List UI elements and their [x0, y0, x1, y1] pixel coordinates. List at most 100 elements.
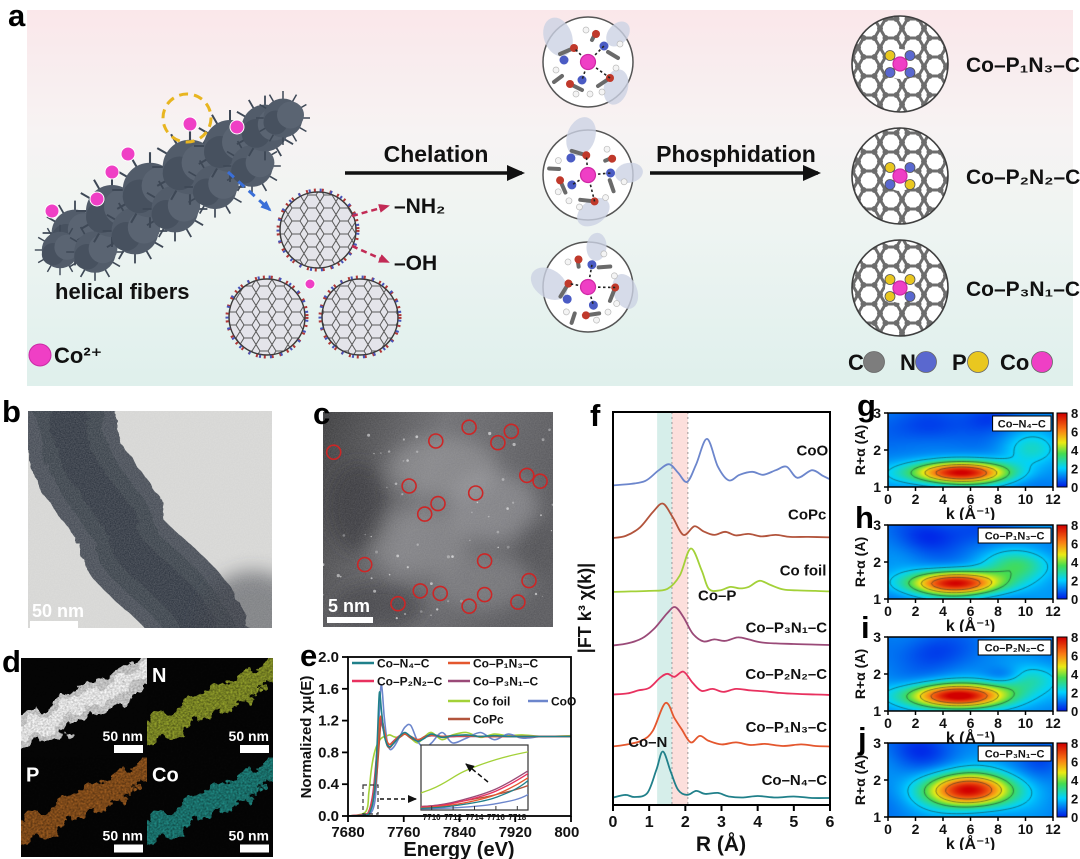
chelation-complex-circles: [530, 16, 643, 333]
panel-h-wavelet: 0 2 4 6 8 10 12 3 2 1 k (Å⁻¹) R+α (Å) 8 6 4 2 0 Co–P₁N₃–C: [855, 502, 1080, 632]
highlight-dashed-circle: [161, 92, 213, 144]
svg-text:Co–N₄–C: Co–N₄–C: [377, 657, 430, 671]
product-structures: Co–P₁N₃–C Co–P₂N₂–C Co–P₃N₁–C: [851, 15, 1080, 337]
y-axis-label: |FT k³ χ(k)|: [575, 563, 595, 653]
svg-text:1: 1: [645, 814, 654, 831]
svg-text:1.6: 1.6: [318, 681, 339, 698]
colorbar-tick: 8: [1071, 736, 1078, 751]
panel-g-wavelet: 0 2 4 6 8 10 12 3 2 1 k (Å⁻¹) R+α (Å) 8 6 4 2 0 Co–N₄–C: [855, 390, 1080, 520]
svg-text:8: 8: [994, 715, 1002, 731]
svg-text:0: 0: [609, 814, 618, 831]
colorbar: [1057, 413, 1067, 487]
co-ion-legend: Co²⁺: [28, 343, 102, 368]
atom-legend-symbol: P: [952, 350, 967, 375]
svg-text:0.8: 0.8: [318, 744, 339, 761]
colorbar-tick: 0: [1071, 480, 1078, 495]
panel-letter-f: f: [590, 398, 601, 433]
x-axis-label: k (Å⁻¹): [946, 504, 995, 520]
colorbar-tick: 0: [1071, 592, 1078, 607]
curve-label: Co–N₄–C: [762, 772, 828, 789]
colorbar-tick: 6: [1071, 537, 1078, 552]
eds-map-N: N 50 nm: [147, 658, 273, 758]
svg-text:10: 10: [1018, 821, 1034, 837]
helical-fibers-illustration: [34, 90, 311, 282]
svg-text:2: 2: [912, 821, 920, 837]
nh2-label: –NH₂: [394, 195, 445, 218]
element-label: P: [26, 765, 39, 787]
chelation-circle: [542, 16, 634, 108]
colorbar-tick: 2: [1071, 462, 1078, 477]
curve-label: CoPc: [788, 507, 826, 524]
eds-map-P: P 50 nm: [21, 757, 147, 857]
scale-bar: [114, 844, 143, 853]
svg-text:1: 1: [873, 703, 881, 719]
colorbar-tick: 2: [1071, 686, 1078, 701]
svg-text:7710: 7710: [423, 813, 441, 822]
colorbar-tick: 0: [1071, 704, 1078, 719]
exafs-curves: [613, 438, 830, 799]
svg-text:Co–P₁N₃–C: Co–P₁N₃–C: [473, 657, 539, 671]
panel-letter-d: d: [2, 644, 21, 679]
colorbar-tick: 2: [1071, 792, 1078, 807]
svg-text:2: 2: [873, 554, 881, 570]
x-axis-label: k (Å⁻¹): [946, 728, 995, 744]
colorbar-tick: 6: [1071, 755, 1078, 770]
svg-text:7718: 7718: [508, 813, 526, 822]
wavelet-label: Co–P₂N₂–C: [985, 643, 1045, 655]
svg-text:3: 3: [873, 735, 881, 751]
product-structure-3: [851, 239, 949, 337]
colorbar-tick: 6: [1071, 649, 1078, 664]
eds-map-Co: Co 50 nm: [147, 757, 273, 857]
scale-bar: [240, 844, 269, 853]
svg-text:3: 3: [873, 405, 881, 421]
oh-dashed-arrow: [351, 244, 390, 264]
atom-legend-dot: [915, 351, 937, 373]
element-label: Co: [152, 765, 179, 787]
svg-text:4: 4: [939, 821, 947, 837]
svg-text:2.0: 2.0: [318, 649, 339, 666]
wavelet-label: Co–N₄–C: [998, 419, 1046, 431]
product-label: Co–P₂N₂–C: [966, 166, 1080, 189]
product-structure-2: [851, 127, 949, 225]
product-structure-1: [851, 15, 949, 113]
co-ion-dots: [44, 116, 245, 219]
svg-text:2: 2: [873, 442, 881, 458]
svg-text:6: 6: [967, 715, 975, 731]
svg-text:6: 6: [967, 491, 975, 507]
colorbar-tick: 8: [1071, 518, 1078, 533]
product-label: Co–P₃N₁–C: [966, 278, 1080, 301]
colorbar-tick: 8: [1071, 406, 1078, 421]
x-axis-label: R (Å): [696, 832, 746, 856]
panel-letter-a: a: [8, 0, 26, 33]
atom-legend-symbol: N: [900, 350, 916, 375]
svg-text:4: 4: [939, 603, 947, 619]
svg-text:4: 4: [939, 715, 947, 731]
svg-text:4: 4: [753, 814, 762, 831]
scale-bar-label: 50 nm: [229, 728, 269, 744]
colorbar-tick: 6: [1071, 425, 1078, 440]
svg-text:0.4: 0.4: [318, 776, 340, 793]
chelation-circle: [530, 232, 639, 333]
svg-text:6: 6: [967, 821, 975, 837]
svg-text:1: 1: [873, 591, 881, 607]
colorbar: [1057, 743, 1067, 817]
svg-text:7840: 7840: [443, 824, 476, 841]
svg-text:Co–P₃N₁–C: Co–P₃N₁–C: [473, 675, 539, 689]
polymer-fiber-cross-section: [225, 188, 402, 359]
svg-text:2: 2: [912, 715, 920, 731]
x-axis-label: k (Å⁻¹): [946, 616, 995, 632]
product-label: Co–P₁N₃–C: [966, 54, 1080, 77]
svg-text:12: 12: [1045, 491, 1061, 507]
panel-letter-j: j: [858, 721, 867, 756]
curve-label: Co–P₂N₂–C: [745, 666, 827, 683]
svg-text:2: 2: [912, 491, 920, 507]
wavelet-axes: 0 2 4 6 8 10 12 3 2 1 k (Å⁻¹) R+α (Å) 8 6 4 2 0 Co–P₃N₁–C: [855, 735, 1079, 850]
co-ion-dot: [28, 343, 52, 367]
colorbar-tick: 8: [1071, 630, 1078, 645]
svg-text:0: 0: [884, 715, 892, 731]
svg-text:1: 1: [873, 479, 881, 495]
exafs-chart-svg: Co–N₄–C Co–P₁N₃–C Co–P₂N₂–C Co–P₃N₁–C Co foi…: [575, 411, 835, 856]
